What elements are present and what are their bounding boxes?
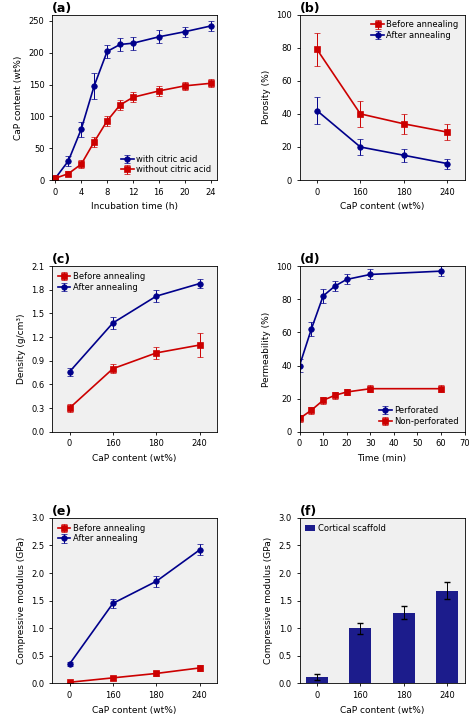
X-axis label: Time (min): Time (min): [357, 454, 407, 463]
Bar: [436, 590, 458, 683]
Y-axis label: Density (g/cm³): Density (g/cm³): [17, 314, 26, 384]
Text: (e): (e): [52, 505, 73, 518]
Y-axis label: Porosity (%): Porosity (%): [262, 71, 271, 124]
Legend: Before annealing, After annealing: Before annealing, After annealing: [370, 19, 460, 41]
Bar: [306, 677, 328, 683]
Legend: Cortical scaffold: Cortical scaffold: [304, 522, 387, 534]
Y-axis label: CaP content (wt%): CaP content (wt%): [14, 55, 23, 140]
X-axis label: CaP content (wt%): CaP content (wt%): [340, 706, 424, 715]
Legend: Before annealing, After annealing: Before annealing, After annealing: [56, 522, 147, 545]
Y-axis label: Compressive modulus (GPa): Compressive modulus (GPa): [264, 537, 273, 664]
Text: (d): (d): [300, 253, 320, 266]
Legend: Before annealing, After annealing: Before annealing, After annealing: [56, 270, 147, 294]
X-axis label: CaP content (wt%): CaP content (wt%): [340, 202, 424, 212]
Text: (c): (c): [52, 253, 71, 266]
Bar: [349, 628, 371, 683]
Text: (b): (b): [300, 1, 320, 15]
X-axis label: Incubation time (h): Incubation time (h): [91, 202, 178, 212]
X-axis label: CaP content (wt%): CaP content (wt%): [92, 706, 177, 715]
Y-axis label: Compressive modulus (GPa): Compressive modulus (GPa): [17, 537, 26, 664]
Bar: [393, 613, 415, 683]
Legend: Perforated, Non-perforated: Perforated, Non-perforated: [377, 404, 460, 427]
Text: (a): (a): [52, 1, 73, 15]
Legend: with citric acid, without citric acid: with citric acid, without citric acid: [119, 153, 213, 176]
Y-axis label: Permeability (%): Permeability (%): [262, 311, 271, 387]
X-axis label: CaP content (wt%): CaP content (wt%): [92, 454, 177, 463]
Text: (f): (f): [300, 505, 317, 518]
